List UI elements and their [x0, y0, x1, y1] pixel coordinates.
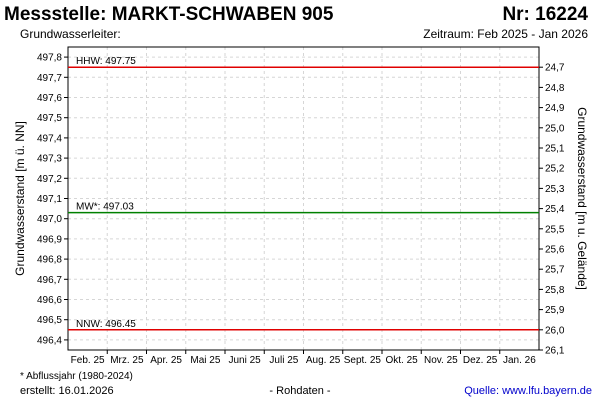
y2-tick-label: 25,8	[545, 285, 565, 296]
y-tick-label: 497,4	[37, 133, 62, 144]
reference-line-label: NNW: 496.45	[76, 319, 136, 330]
y2-tick-label: 25,6	[545, 245, 565, 256]
reference-line-label: MW*: 497.03	[76, 202, 134, 213]
y2-tick-label: 26,1	[545, 346, 565, 357]
y2-tick-label: 24,9	[545, 103, 565, 114]
created-date: erstellt: 16.01.2026	[20, 385, 114, 397]
y-tick-label: 497,0	[37, 214, 62, 225]
y-tick-label: 496,7	[37, 275, 62, 286]
x-tick-label: Okt. 25	[386, 355, 419, 366]
y-axis-right: 24,7 24,8 24,9 25,0 25,1 25,2 25,3 25,4 25,5 25,6…	[539, 63, 565, 357]
footnote: * Abflussjahr (1980-2024)	[20, 371, 133, 382]
aquifer-label: Grundwasserleiter:	[20, 27, 121, 41]
y2-tick-label: 25,4	[545, 204, 565, 215]
x-tick-label: Juni 25	[229, 355, 262, 366]
x-tick-label: Jan. 26	[503, 355, 536, 366]
x-tick-label: Dez. 25	[463, 355, 498, 366]
y2-tick-label: 25,3	[545, 184, 565, 195]
y2-axis-label: Grundwasserstand [m u. Gelände]	[575, 107, 589, 290]
x-tick-label: Aug. 25	[306, 355, 341, 366]
y-tick-label: 496,4	[37, 335, 62, 346]
x-tick-label: Juli 25	[269, 355, 298, 366]
y2-tick-label: 24,7	[545, 63, 565, 74]
station-number: Nr: 16224	[502, 4, 588, 25]
y-tick-label: 497,6	[37, 93, 62, 104]
y-tick-label: 496,8	[37, 255, 62, 266]
y-tick-label: 497,3	[37, 154, 62, 165]
x-tick-label: Mrz. 25	[110, 355, 144, 366]
grid	[68, 47, 539, 350]
y2-tick-label: 25,1	[545, 144, 565, 155]
y2-tick-label: 25,7	[545, 265, 565, 276]
y-tick-label: 497,8	[37, 53, 62, 64]
rawdata-note: - Rohdaten -	[269, 385, 331, 397]
x-tick-label: Apr. 25	[150, 355, 182, 366]
x-axis: Feb. 25 Mrz. 25 Apr. 25 Mai 25 Juni 25 Juli 2…	[71, 350, 536, 366]
y2-tick-label: 24,8	[545, 83, 565, 94]
y-tick-label: 496,5	[37, 315, 62, 326]
y-tick-label: 497,5	[37, 113, 62, 124]
reference-lines: HHW: 497.75 MW*: 497.03 NNW: 496.45	[68, 56, 539, 331]
y2-tick-label: 26,0	[545, 325, 565, 336]
x-tick-label: Mai 25	[190, 355, 220, 366]
x-tick-label: Nov. 25	[424, 355, 458, 366]
y-axis-label: Grundwasserstand [m ü. NN]	[13, 121, 27, 276]
y2-tick-label: 25,0	[545, 123, 565, 134]
y-tick-label: 496,9	[37, 234, 62, 245]
y-axis-left: 496,4 496,5 496,6 496,7 496,8 496,9 497,0 497,1…	[37, 53, 68, 346]
y-tick-label: 497,2	[37, 174, 62, 185]
source-link[interactable]: Quelle: www.lfu.bayern.de	[464, 385, 592, 397]
y-tick-label: 497,1	[37, 194, 62, 205]
y2-tick-label: 25,2	[545, 164, 565, 175]
y-tick-label: 496,6	[37, 295, 62, 306]
y-tick-label: 497,7	[37, 73, 62, 84]
period-label: Zeitraum: Feb 2025 - Jan 2026	[423, 27, 588, 41]
y2-tick-label: 25,5	[545, 224, 565, 235]
x-tick-label: Sept. 25	[344, 355, 382, 366]
page-title: Messstelle: MARKT-SCHWABEN 905	[4, 4, 334, 25]
reference-line-label: HHW: 497.75	[76, 56, 136, 67]
x-tick-label: Feb. 25	[71, 355, 105, 366]
y2-tick-label: 25,9	[545, 305, 565, 316]
